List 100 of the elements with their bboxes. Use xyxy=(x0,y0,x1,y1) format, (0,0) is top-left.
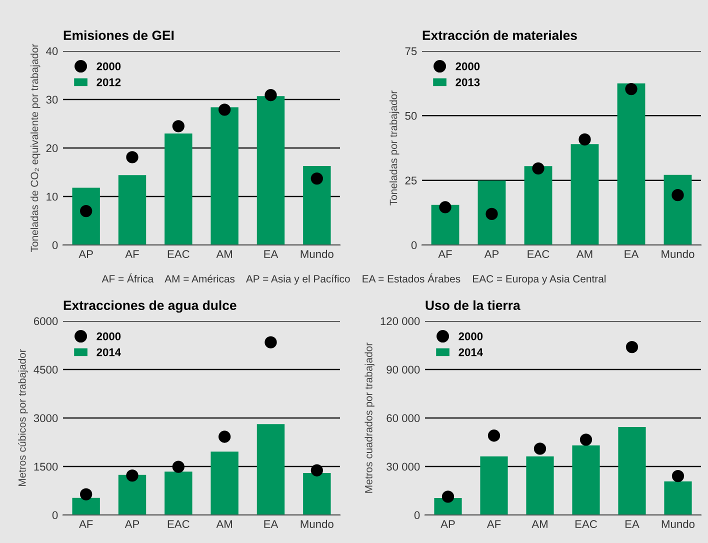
bar xyxy=(664,481,692,515)
legend-label: 2000 xyxy=(458,332,483,340)
legend-label: 2000 xyxy=(96,62,121,70)
y-tick-label: 90 000 xyxy=(386,366,420,374)
chart-title: Uso de la tierra xyxy=(426,300,520,310)
bar xyxy=(524,166,552,245)
x-tick-label: EAC xyxy=(575,520,597,528)
legend-label: 2000 xyxy=(96,332,121,340)
x-tick-label: EAC xyxy=(528,250,550,258)
y-axis-title: Toneladas por trabajador xyxy=(390,90,400,206)
x-tick-label: EA xyxy=(264,520,278,528)
x-tick-label: Mundo xyxy=(300,520,334,528)
y-axis-title: Metros cúbicos por trabajador xyxy=(18,349,28,486)
point xyxy=(172,460,184,473)
bar xyxy=(570,144,599,245)
point xyxy=(80,204,92,218)
point xyxy=(672,470,684,482)
point xyxy=(578,133,591,146)
bar xyxy=(164,133,192,245)
y-tick-label: 1500 xyxy=(34,462,58,471)
point xyxy=(672,189,684,202)
x-tick-label: EAC xyxy=(168,520,190,528)
bar xyxy=(526,456,554,515)
bar xyxy=(303,472,331,515)
bar xyxy=(256,424,285,515)
bar xyxy=(256,96,285,245)
chart-title: Extracciones de agua dulce xyxy=(64,300,236,313)
x-tick-label: Mundo xyxy=(662,520,695,528)
point xyxy=(626,340,638,354)
bar xyxy=(72,498,100,515)
x-tick-label: AF xyxy=(79,520,93,528)
point xyxy=(218,430,231,443)
point xyxy=(486,208,498,220)
x-tick-label: AF xyxy=(125,250,139,258)
legend-label: 2000 xyxy=(456,62,480,70)
point xyxy=(580,434,592,446)
x-tick-label: AM xyxy=(576,250,592,258)
legend-label: 2012 xyxy=(96,78,121,86)
x-tick-label: AM xyxy=(532,520,548,528)
y-tick-label: 75 xyxy=(405,47,417,56)
y-tick-label: 20 xyxy=(46,144,58,152)
x-tick-label: AF xyxy=(486,520,501,528)
x-tick-label: AP xyxy=(440,520,455,528)
x-tick-label: EA xyxy=(264,250,278,258)
point xyxy=(532,162,544,175)
text: AF = África AM = Américas AP = Asia y el Pacífico EA = Estados Árabes EAC = Europa y Asia Central xyxy=(102,273,606,285)
y-axis-title: Toneladas de CO₂ equivalente por trabajador xyxy=(30,44,40,252)
point xyxy=(310,464,323,476)
point xyxy=(264,89,277,102)
x-tick-label: EA xyxy=(626,520,640,528)
point xyxy=(625,82,638,96)
y-axis-title: Metros cuadrados por trabajador xyxy=(364,342,374,493)
point xyxy=(264,336,277,348)
point xyxy=(488,430,500,442)
x-tick-label: AM xyxy=(216,250,232,258)
y-tick-label: 30 xyxy=(46,96,58,104)
bar xyxy=(210,107,238,245)
x-tick-label: EA xyxy=(624,250,639,258)
chart-title: Emisiones de GEI xyxy=(64,30,174,40)
point xyxy=(439,201,452,214)
y-tick-label: 4500 xyxy=(34,366,58,374)
y-tick-label: 0 xyxy=(411,241,417,250)
point xyxy=(172,120,184,132)
y-tick-label: 25 xyxy=(405,176,417,184)
y-tick-label: 0 xyxy=(52,511,58,520)
x-tick-label: AF xyxy=(438,250,452,258)
x-tick-label: EAC xyxy=(168,250,190,258)
y-tick-label: 0 xyxy=(414,511,420,520)
x-tick-label: Mundo xyxy=(662,250,694,258)
x-tick-label: AP xyxy=(78,250,93,258)
bar xyxy=(617,83,646,245)
y-tick-label: 3000 xyxy=(34,414,58,422)
y-tick-label: 0 xyxy=(52,241,58,250)
y-tick-label: 30 000 xyxy=(386,462,420,471)
bar xyxy=(303,166,331,245)
y-tick-label: 60 000 xyxy=(386,414,420,422)
bar xyxy=(118,175,146,245)
bar xyxy=(480,456,508,515)
point xyxy=(126,469,138,482)
bar xyxy=(210,452,238,515)
y-tick-label: 40 xyxy=(46,47,58,56)
y-tick-label: 10 xyxy=(46,192,58,201)
x-tick-label: AM xyxy=(216,520,232,528)
bar xyxy=(72,188,100,245)
legend-label: 2014 xyxy=(96,348,121,356)
chart-title: Extracción de materiales xyxy=(422,30,577,40)
legend-label: 2014 xyxy=(458,348,483,356)
bar xyxy=(118,474,146,515)
bar xyxy=(478,180,506,245)
x-tick-label: Mundo xyxy=(300,250,334,258)
point xyxy=(534,442,546,455)
bar xyxy=(618,427,646,515)
point xyxy=(442,490,454,503)
bar xyxy=(434,498,462,515)
point xyxy=(126,151,138,164)
y-tick-label: 50 xyxy=(405,112,417,120)
x-tick-label: AP xyxy=(484,250,499,258)
point xyxy=(310,172,323,185)
legend-label: 2013 xyxy=(456,78,480,86)
bar xyxy=(664,174,692,245)
